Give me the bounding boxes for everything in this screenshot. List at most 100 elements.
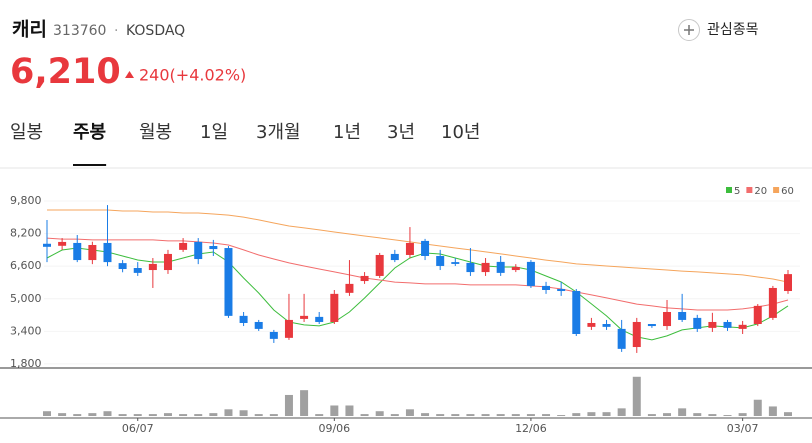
volume-bar bbox=[663, 413, 672, 416]
stock-code: 313760 bbox=[53, 23, 106, 39]
volume-bar bbox=[118, 414, 127, 416]
volume-bar bbox=[73, 414, 82, 416]
volume-bar bbox=[587, 412, 596, 416]
candle-body bbox=[209, 246, 218, 250]
candle-body bbox=[572, 291, 581, 334]
legend-label: 60 bbox=[781, 186, 794, 197]
y-tick-label: 1,800 bbox=[10, 357, 42, 370]
candle-body bbox=[602, 324, 611, 327]
candle-body bbox=[73, 242, 82, 261]
tab[interactable]: 1일 bbox=[200, 122, 228, 143]
y-tick-label: 8,200 bbox=[10, 227, 42, 240]
candle-body bbox=[43, 243, 51, 247]
candle-body bbox=[179, 242, 188, 250]
volume-bar bbox=[300, 390, 309, 416]
candle-body bbox=[330, 293, 339, 322]
volume-bar bbox=[526, 414, 535, 416]
volume-bar bbox=[511, 414, 520, 416]
legend-swatch bbox=[746, 187, 753, 193]
candle-body bbox=[768, 287, 777, 318]
candle-body bbox=[436, 255, 445, 266]
volume-bar bbox=[179, 414, 188, 416]
volume-bar bbox=[768, 406, 777, 416]
volume-bar bbox=[148, 414, 157, 416]
candle-body bbox=[632, 321, 641, 348]
legend-swatch bbox=[773, 187, 780, 193]
candle-body bbox=[148, 263, 157, 271]
candle-body bbox=[723, 321, 732, 328]
candle-body bbox=[345, 283, 354, 293]
candle-body bbox=[315, 316, 324, 322]
tabs: 일봉 주봉 월봉 1일 3개월 1년 3년 10년 bbox=[10, 122, 480, 166]
candle-body bbox=[269, 331, 278, 339]
x-tick-label: 12/06 bbox=[515, 422, 547, 435]
volume-bar bbox=[436, 414, 445, 416]
y-tick-label: 5,000 bbox=[10, 292, 42, 305]
volume-bar bbox=[421, 413, 430, 416]
y-tick-label: 6,600 bbox=[10, 259, 42, 272]
volume-bar bbox=[632, 376, 641, 416]
tab[interactable]: 월봉 bbox=[139, 122, 172, 143]
candle-body bbox=[481, 262, 490, 273]
volume-bar bbox=[103, 411, 112, 416]
volume-bar bbox=[330, 405, 339, 416]
volume-bar bbox=[209, 413, 218, 416]
volume-bar bbox=[254, 414, 263, 416]
tab[interactable]: 일봉 bbox=[10, 122, 43, 143]
candle-body bbox=[647, 324, 656, 327]
candle-body bbox=[542, 285, 551, 290]
candle-body bbox=[254, 321, 263, 329]
volume-bar bbox=[678, 408, 687, 416]
volume-bar bbox=[723, 415, 732, 416]
candle-body bbox=[375, 254, 384, 276]
legend-swatch bbox=[726, 187, 732, 193]
volume-bar bbox=[738, 413, 747, 416]
plus-sign bbox=[684, 25, 694, 35]
volume-bar bbox=[194, 414, 203, 416]
candle-body bbox=[708, 321, 717, 328]
tab[interactable]: 주봉 bbox=[73, 122, 106, 143]
legend-label: 5 bbox=[734, 186, 740, 197]
volume-bar bbox=[133, 414, 142, 416]
watchlist-button[interactable]: 관심종목 bbox=[678, 19, 759, 41]
volume-bar bbox=[647, 414, 656, 416]
up-arrow bbox=[125, 71, 134, 78]
candle-body bbox=[587, 322, 596, 327]
volume-bar bbox=[784, 412, 792, 416]
x-tick-label: 06/07 bbox=[122, 422, 154, 435]
x-tick-label: 03/07 bbox=[727, 422, 759, 435]
candle-body bbox=[466, 262, 475, 273]
y-tick-label: 9,800 bbox=[10, 194, 42, 207]
volume-bar bbox=[617, 408, 626, 416]
candle-body bbox=[784, 274, 792, 292]
candle-body bbox=[421, 240, 430, 256]
tab[interactable]: 10년 bbox=[441, 122, 480, 143]
volume-bar bbox=[239, 410, 248, 416]
volume-bar bbox=[708, 414, 717, 416]
candle-body bbox=[496, 261, 505, 273]
tab[interactable]: 3개월 bbox=[256, 122, 301, 143]
candle-body bbox=[526, 261, 535, 286]
candle-body bbox=[284, 319, 293, 338]
tab[interactable]: 3년 bbox=[387, 122, 415, 143]
price: 6,210 bbox=[10, 52, 121, 92]
candle-body bbox=[678, 311, 687, 320]
tab[interactable]: 1년 bbox=[333, 122, 361, 143]
candle-body bbox=[224, 248, 233, 316]
volume-bar bbox=[360, 414, 369, 416]
legend-label: 20 bbox=[754, 186, 767, 197]
watchlist-label: 관심종목 bbox=[707, 22, 759, 38]
volume-bar bbox=[405, 409, 414, 416]
volume-bar bbox=[451, 414, 460, 416]
volume-bar bbox=[375, 411, 384, 416]
candle-body bbox=[133, 268, 142, 273]
candle-body bbox=[693, 317, 702, 329]
candle-body bbox=[511, 266, 520, 271]
volume-bar bbox=[224, 409, 233, 416]
volume-bar bbox=[572, 413, 581, 416]
volume-bar bbox=[269, 414, 278, 416]
chart: 1,800 3,400 5,000 6,600 8,200 9,800 06/07 09/06… bbox=[0, 186, 812, 435]
candle-body bbox=[239, 315, 248, 323]
candle-body bbox=[753, 305, 762, 325]
